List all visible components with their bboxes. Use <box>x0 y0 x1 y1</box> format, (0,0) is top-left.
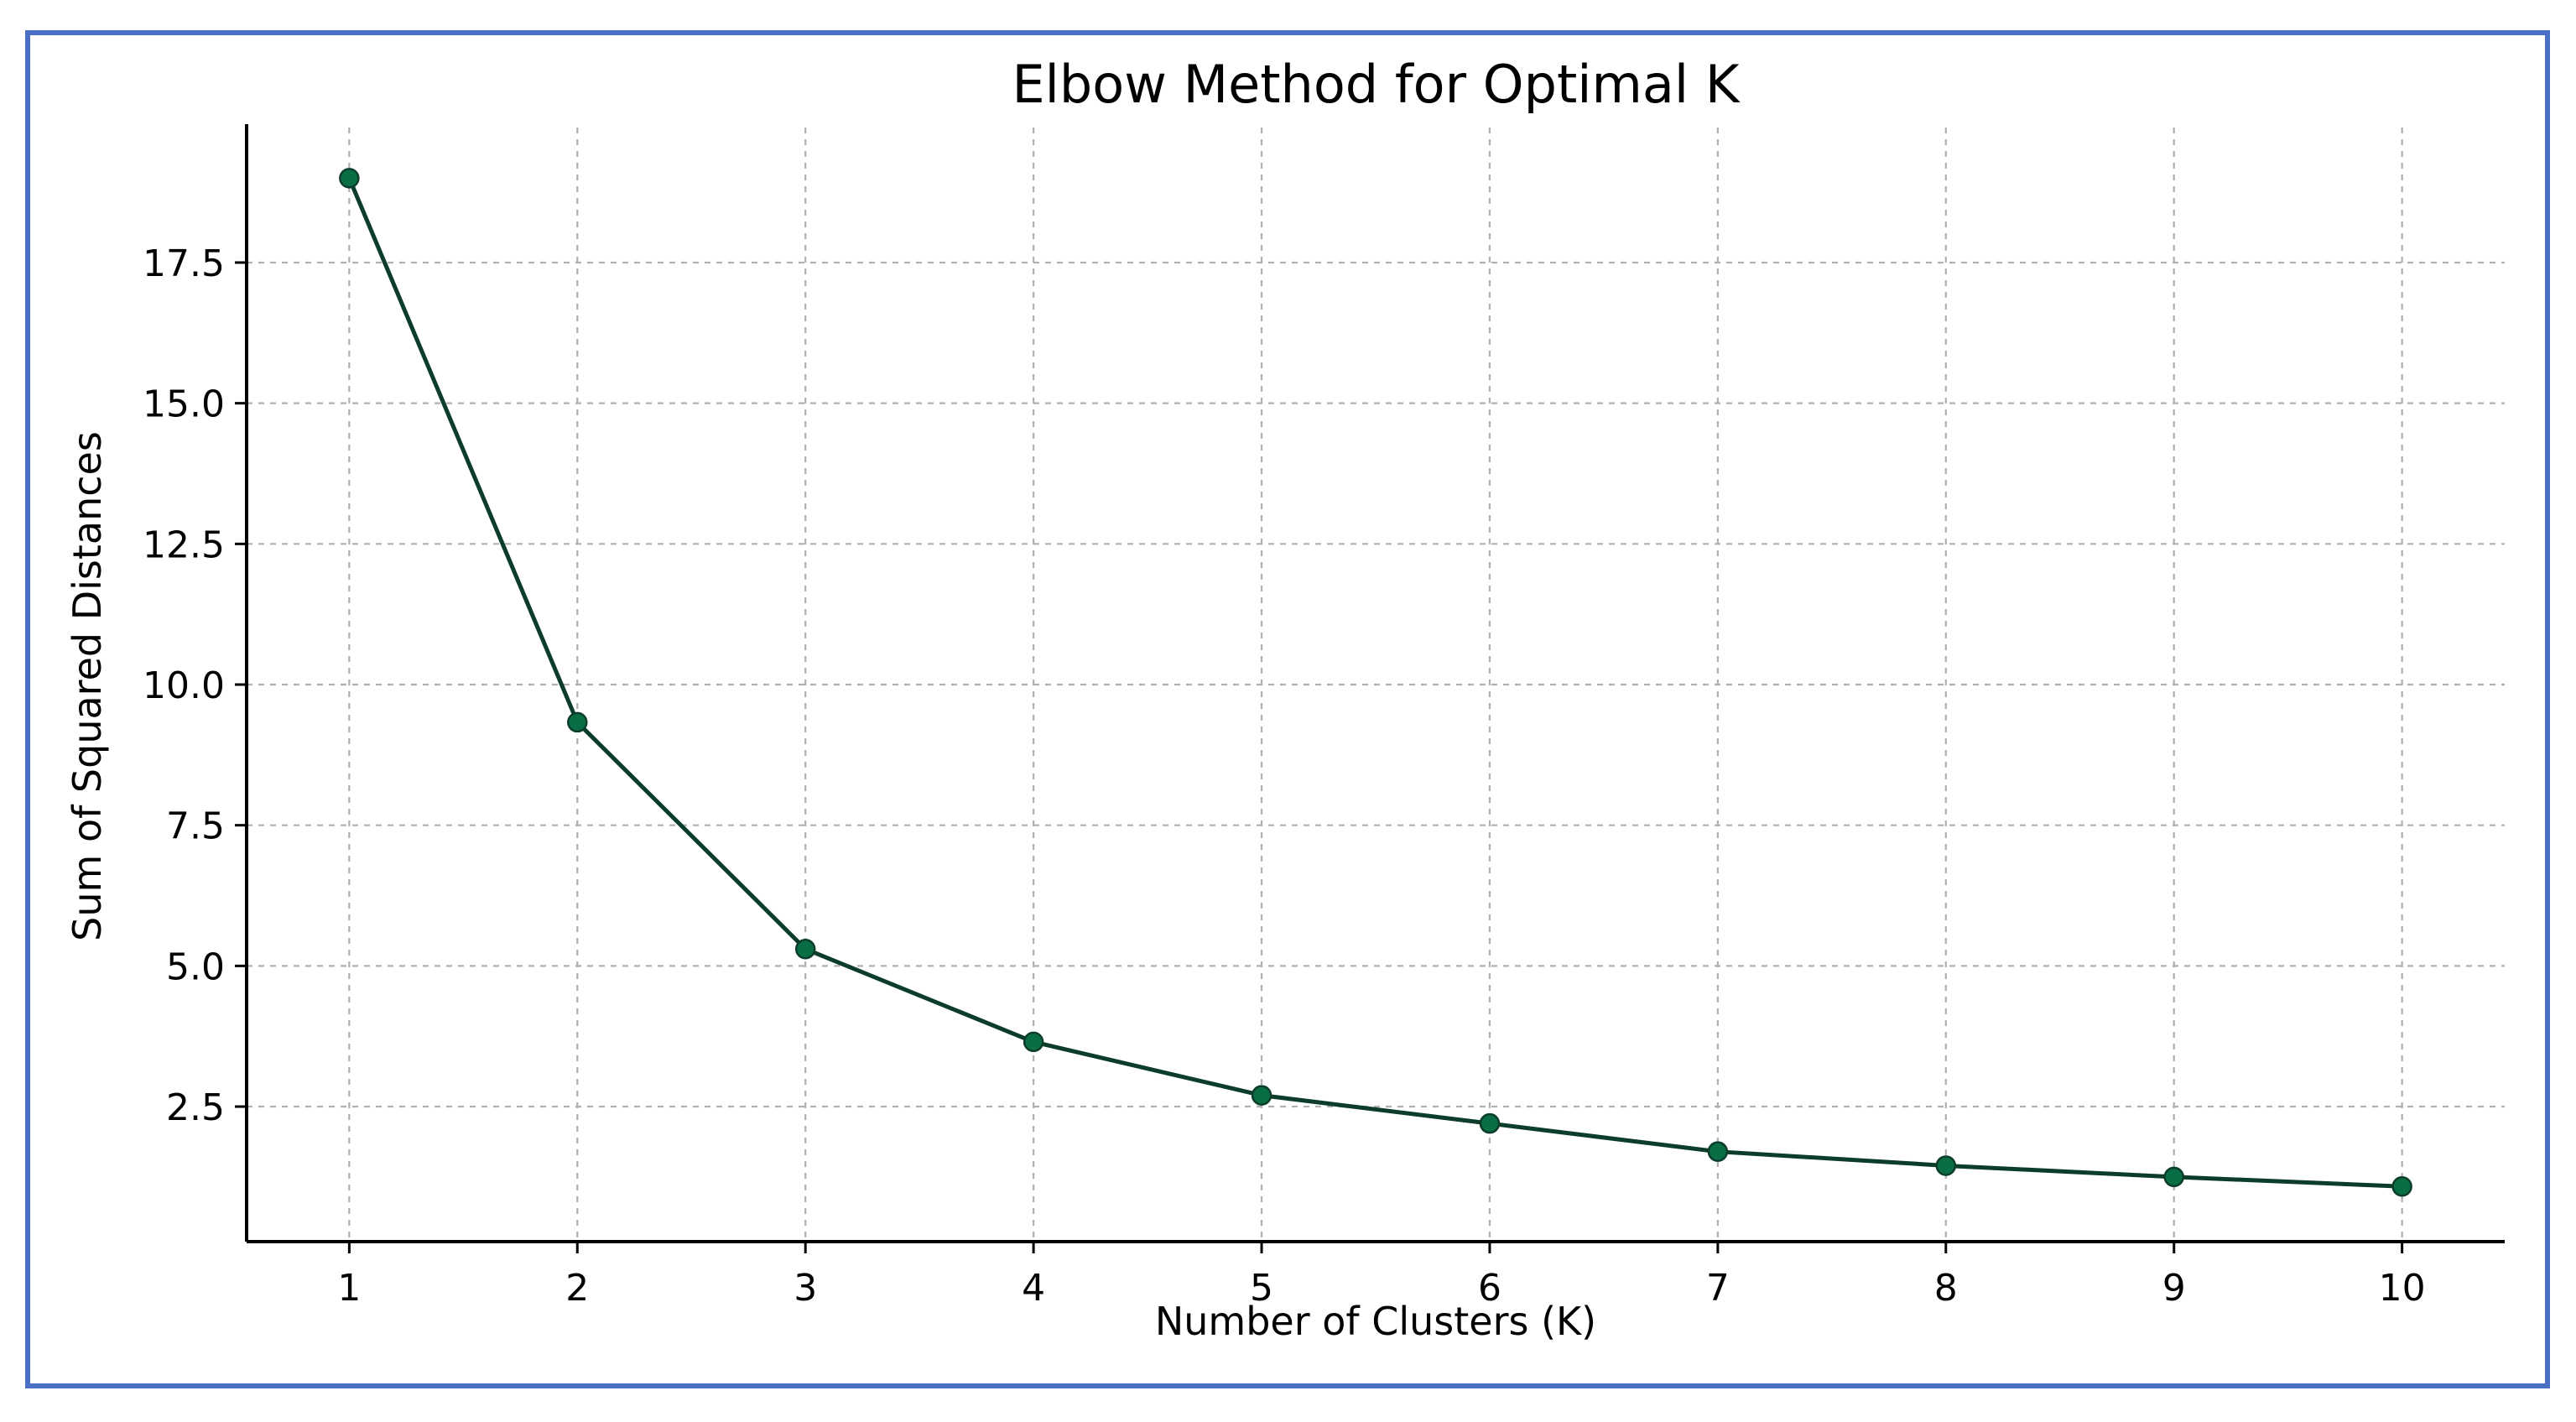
y-tick-label: 12.5 <box>143 523 225 566</box>
x-tick-label: 3 <box>794 1267 817 1310</box>
x-tick-label: 5 <box>1250 1267 1273 1310</box>
y-tick-label: 5.0 <box>166 945 225 988</box>
x-tick-label: 6 <box>1478 1267 1501 1310</box>
elbow-chart: Elbow Method for Optimal K 1 2 3 4 5 6 7 8 9 10 2… <box>65 54 2505 1344</box>
y-tick-label: 15.0 <box>143 383 225 426</box>
x-tick-label: 9 <box>2162 1267 2186 1310</box>
data-point <box>2163 1166 2184 1188</box>
x-tick-label: 4 <box>1022 1267 1045 1310</box>
x-tick-label: 1 <box>337 1267 361 1310</box>
data-point <box>1935 1155 1957 1176</box>
x-axis-title: Number of Clusters (K) <box>1155 1299 1596 1344</box>
grid-lines <box>247 128 2505 1242</box>
x-tick-label: 10 <box>2379 1267 2426 1310</box>
x-tick-labels: 1 2 3 4 5 6 7 8 9 10 <box>337 1267 2425 1310</box>
x-tick-label: 7 <box>1706 1267 1730 1310</box>
x-tick-label: 8 <box>1934 1267 1958 1310</box>
data-point <box>1023 1031 1044 1053</box>
chart-frame: Elbow Method for Optimal K 1 2 3 4 5 6 7 8 9 10 2… <box>25 30 2550 1388</box>
chart-title: Elbow Method for Optimal K <box>1012 54 1741 115</box>
y-tick-label: 7.5 <box>166 805 225 848</box>
data-point <box>1707 1141 1729 1162</box>
y-tick-label: 10.0 <box>143 664 225 707</box>
y-tick-label: 17.5 <box>143 242 225 285</box>
y-tick-label: 2.5 <box>166 1086 225 1129</box>
x-tick-label: 2 <box>565 1267 589 1310</box>
data-point <box>567 711 588 733</box>
data-point <box>1251 1085 1272 1106</box>
series-group <box>339 168 2412 1197</box>
data-point <box>2391 1176 2412 1197</box>
data-point <box>794 938 816 960</box>
y-axis-title: Sum of Squared Distances <box>65 431 110 941</box>
series-line <box>347 177 2402 1189</box>
data-point <box>1479 1112 1501 1134</box>
axes <box>235 124 2505 1253</box>
y-tick-labels: 2.5 5.0 7.5 10.0 12.5 15.0 17.5 <box>143 242 225 1129</box>
data-point <box>339 168 360 189</box>
